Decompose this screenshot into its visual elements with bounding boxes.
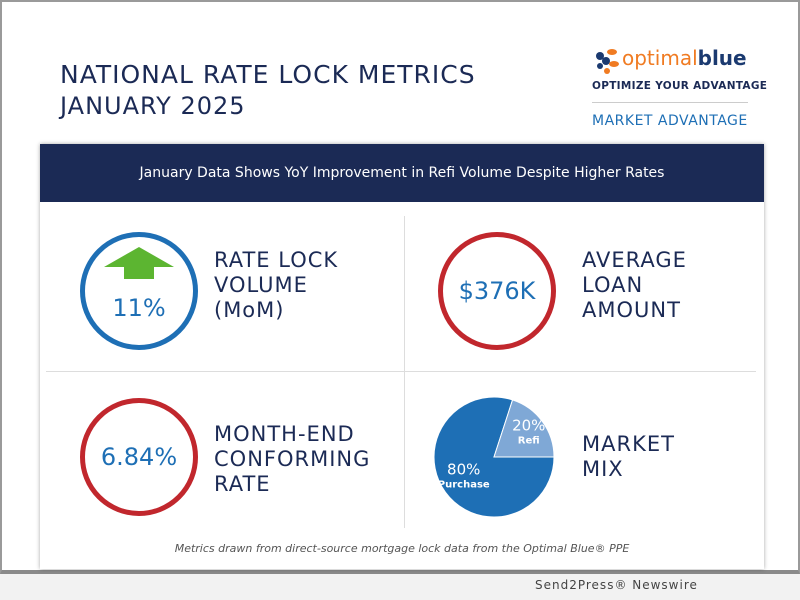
average-loan-circle: $376K bbox=[438, 232, 556, 350]
conforming-rate-label: MONTH-END CONFORMING RATE bbox=[214, 422, 371, 496]
page-title: NATIONAL RATE LOCK METRICS bbox=[60, 60, 476, 89]
page-subtitle: JANUARY 2025 bbox=[60, 92, 246, 120]
arrow-up-icon bbox=[104, 247, 174, 279]
footnote: Metrics drawn from direct-source mortgag… bbox=[174, 542, 630, 555]
divider bbox=[46, 371, 756, 372]
pie-slice-purchase bbox=[433, 396, 555, 518]
banner-headline: January Data Shows YoY Improvement in Re… bbox=[40, 144, 764, 202]
rate-lock-volume-circle: 11% bbox=[80, 232, 198, 350]
pie-value: 20% bbox=[512, 417, 545, 435]
divider bbox=[404, 216, 405, 528]
divider bbox=[592, 102, 748, 103]
market-mix-pie: 80%Purchase 20%Refi bbox=[433, 396, 555, 518]
average-loan-label: AVERAGE LOAN AMOUNT bbox=[582, 248, 687, 322]
newswire-credit: Send2Press® Newswire bbox=[535, 578, 698, 592]
metric-value: $376K bbox=[458, 277, 536, 305]
logo-mark-icon bbox=[596, 49, 619, 74]
logo-text-blue: blue bbox=[697, 46, 747, 70]
market-mix-label: MARKET MIX bbox=[582, 432, 675, 481]
infographic: NATIONAL RATE LOCK METRICS JANUARY 2025 … bbox=[0, 0, 800, 574]
pie-value: 80% bbox=[447, 461, 480, 479]
conforming-rate-circle: 6.84% bbox=[80, 398, 198, 516]
logo-text-orange: optimal bbox=[622, 46, 698, 70]
pie-slice-refi bbox=[493, 399, 555, 458]
pie-label: Refi bbox=[518, 436, 540, 447]
section-label: MARKET ADVANTAGE bbox=[592, 113, 748, 129]
pie-label: Purchase bbox=[438, 480, 490, 491]
tagline: OPTIMIZE YOUR ADVANTAGE bbox=[592, 80, 768, 92]
metric-value: 6.84% bbox=[100, 443, 178, 471]
metric-value: 11% bbox=[112, 294, 166, 322]
optimal-blue-logo: optimalblue OPTIMIZE YOUR ADVANTAGE MARK… bbox=[592, 46, 767, 136]
metrics-card: January Data Shows YoY Improvement in Re… bbox=[40, 144, 764, 569]
rate-lock-volume-label: RATE LOCK VOLUME (MoM) bbox=[214, 248, 339, 322]
